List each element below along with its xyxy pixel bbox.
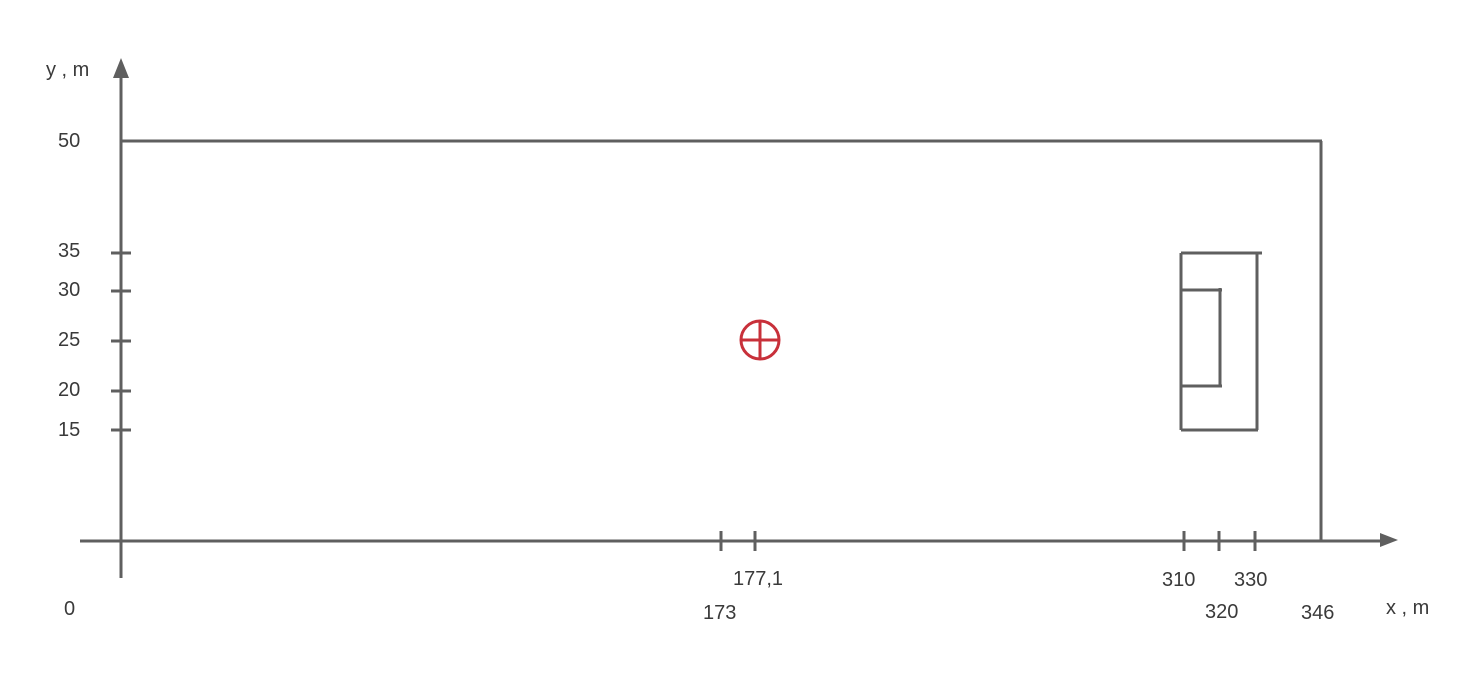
y-tick-label: 25 (58, 329, 80, 351)
y-tick-label: 35 (58, 240, 80, 262)
x-tick-label: 330 (1234, 569, 1267, 591)
x-axis-arrowhead (1380, 533, 1398, 547)
x-axis-label: x , m (1386, 597, 1429, 619)
y-tick-label: 30 (58, 279, 80, 301)
x-tick-label: 173 (703, 602, 736, 624)
origin-label: 0 (64, 598, 75, 620)
x-tick-label: 177,1 (733, 568, 783, 590)
y-tick-label: 15 (58, 419, 80, 441)
inner-area-rectangle (1181, 288, 1222, 388)
y-tick-label: 50 (58, 130, 80, 152)
crosshair-circle-icon (739, 319, 781, 361)
x-tick-label: 310 (1162, 569, 1195, 591)
y-axis-label: y , m (46, 59, 89, 81)
y-tick-label: 20 (58, 379, 80, 401)
x-tick-label: 346 (1301, 602, 1334, 624)
y-axis-arrowhead (113, 58, 129, 78)
x-tick-label: 320 (1205, 601, 1238, 623)
outer-area-rectangle (1179, 251, 1262, 432)
